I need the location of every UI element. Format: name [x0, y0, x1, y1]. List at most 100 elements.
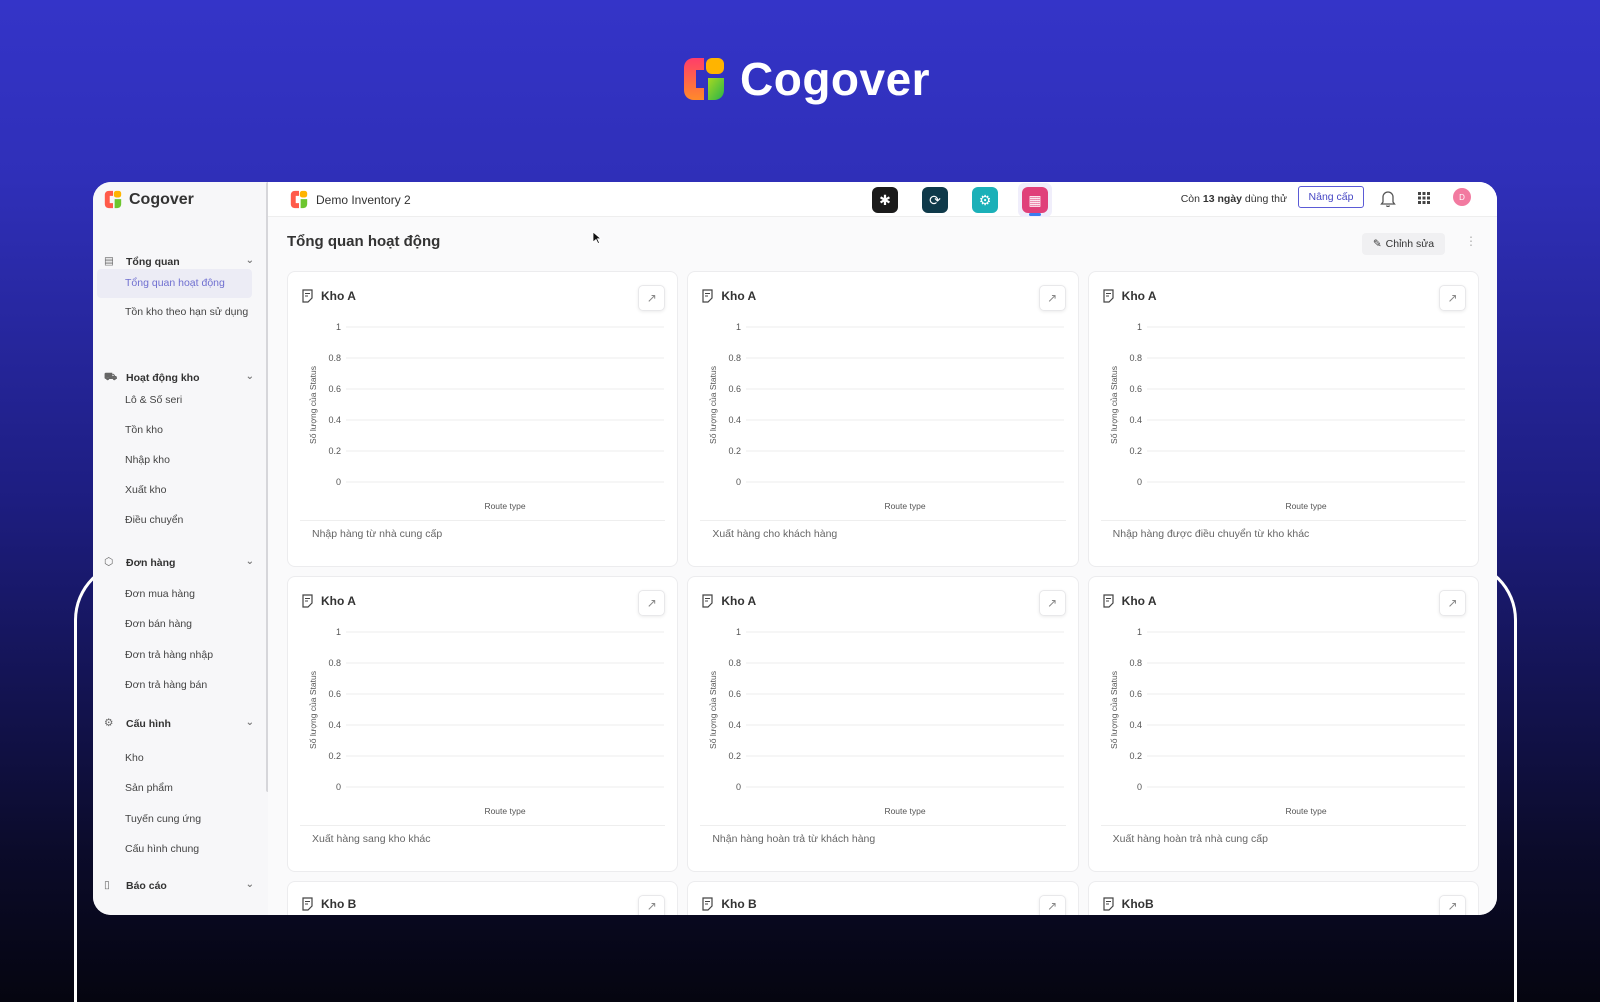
sidebar-item[interactable]: Đơn trả hàng bán	[125, 679, 208, 691]
sidebar-group-label: Báo cáo	[126, 880, 167, 892]
sidebar-item[interactable]: Lô & Số seri	[125, 394, 183, 406]
card-footer: Xuất hàng cho khách hàng	[712, 528, 838, 540]
inventory-app-icon[interactable]: ▦	[1022, 187, 1048, 213]
sidebar-item[interactable]: Xuất kho	[125, 484, 167, 496]
bell-icon[interactable]	[1380, 189, 1396, 207]
y-tick-label: 1	[736, 322, 741, 332]
y-tick-label: 0.6	[1129, 384, 1142, 394]
people-app-icon[interactable]: ✱	[872, 187, 898, 213]
sidebar-item[interactable]: Tồn kho	[125, 424, 163, 436]
note-icon	[302, 289, 313, 303]
sidebar-item[interactable]: Tồn kho theo hạn sử dụng	[125, 306, 249, 318]
sidebar-item[interactable]: Tổng quan hoạt động	[97, 269, 252, 298]
upgrade-button[interactable]: Nâng cấp	[1298, 186, 1364, 208]
avatar[interactable]: D	[1453, 188, 1471, 206]
expand-arrow-icon[interactable]: ↗	[1038, 590, 1066, 616]
more-options-icon[interactable]: ⋮	[1465, 234, 1477, 248]
sidebar-group-label: Cấu hình	[126, 718, 171, 730]
settings-app-icon[interactable]: ⚙	[972, 187, 998, 213]
topbar: Demo Inventory 2 ✱ ⟳ ⚙ ▦ Còn 13 ngày dùng t…	[268, 182, 1497, 217]
bar-chart: 0 0.2 0.4 0.6 0.8 1 Số lượng của Status Route t…	[708, 627, 1065, 816]
sidebar-group-1[interactable]: ⛟ Hoạt động kho ⌄	[104, 367, 254, 389]
expand-arrow-icon[interactable]: ↗	[1439, 285, 1466, 311]
chart-card: Kho A ↗ Nhập hàng từ nhà cung cấp 0 0.2 0.4 0.…	[287, 271, 679, 567]
card-header: Kho A	[1102, 594, 1157, 608]
y-tick-label: 0	[336, 782, 341, 792]
card-title: Kho B	[721, 897, 757, 911]
project-switcher[interactable]: Demo Inventory 2	[290, 190, 411, 209]
project-name: Demo Inventory 2	[316, 192, 411, 207]
card-header: Kho B	[301, 897, 356, 911]
chevron-down-icon[interactable]: ⌄	[245, 255, 254, 266]
card-title: Kho B	[321, 897, 357, 911]
card-divider	[300, 825, 666, 826]
report-icon: ▤	[104, 255, 114, 267]
card-header: Kho A	[701, 594, 756, 608]
chart-card: Kho A ↗ Nhập hàng được điều chuyển từ kho …	[1087, 271, 1479, 567]
y-tick-label: 0.6	[328, 384, 341, 394]
note-icon	[302, 594, 313, 608]
expand-arrow-icon[interactable]: ↗	[1439, 590, 1466, 616]
sidebar-group-4[interactable]: ▯ Báo cáo ⌄	[104, 875, 254, 897]
sidebar-item[interactable]: Đơn trả hàng nhập	[125, 649, 214, 661]
sidebar-item[interactable]: Đơn mua hàng	[125, 588, 195, 600]
y-tick-label: 0.2	[328, 446, 341, 456]
y-tick-label: 0.8	[1129, 658, 1142, 668]
sidebar-group-3[interactable]: ⚙ Cấu hình ⌄	[104, 713, 254, 735]
chevron-down-icon[interactable]: ⌄	[245, 879, 254, 890]
y-axis-label: Số lượng của Status	[308, 671, 318, 749]
sidebar-logo[interactable]: Cogover	[104, 190, 194, 209]
y-tick-label: 0.4	[1129, 720, 1142, 730]
sidebar-item[interactable]: Cấu hình chung	[125, 843, 200, 855]
app-window: Cogover ▤ Tổng quan ⌄ Tổng quan hoạt động Tồ…	[93, 182, 1497, 915]
expand-arrow-icon[interactable]: ↗	[638, 895, 666, 915]
expand-arrow-icon[interactable]: ↗	[1038, 895, 1066, 915]
y-tick-label: 0.2	[1129, 751, 1142, 761]
chart-card: Kho A ↗ Xuất hàng sang kho khác 0 0.2 0.4 0.6 0…	[287, 576, 679, 872]
y-tick-label: 0.6	[328, 689, 341, 699]
sidebar: Cogover ▤ Tổng quan ⌄ Tổng quan hoạt động Tồ…	[93, 182, 270, 915]
sidebar-group-label: Tổng quan	[126, 256, 180, 268]
sidebar-group-0[interactable]: ▤ Tổng quan ⌄	[104, 251, 254, 273]
expand-arrow-icon[interactable]: ↗	[638, 590, 666, 616]
chart-card: Kho A ↗ Xuất hàng cho khách hàng 0 0.2 0.4 0.6…	[687, 271, 1079, 567]
link-app-icon[interactable]: ⟳	[922, 187, 948, 213]
dashboard-grid: Kho A ↗ Nhập hàng từ nhà cung cấp 0 0.2 0.4 0.…	[287, 271, 1479, 915]
chevron-down-icon[interactable]: ⌄	[245, 556, 254, 567]
x-axis-label: Route type	[885, 806, 926, 816]
y-tick-label: 0.6	[729, 689, 742, 699]
pencil-icon: ✎	[1372, 238, 1382, 250]
trial-notice: Còn 13 ngày dùng thử	[1181, 193, 1287, 205]
gear-icon: ⚙	[104, 717, 114, 729]
chevron-down-icon[interactable]: ⌄	[245, 371, 254, 382]
y-tick-label: 0	[736, 477, 741, 487]
sidebar-item[interactable]: Nhập kho	[125, 454, 170, 466]
y-tick-label: 0.2	[328, 751, 341, 761]
y-tick-label: 0	[736, 782, 741, 792]
sidebar-item[interactable]: Kho	[125, 752, 144, 764]
sidebar-item[interactable]: Sản phẩm	[125, 782, 173, 794]
y-tick-label: 0.8	[729, 353, 742, 363]
y-tick-label: 0.8	[1129, 353, 1142, 363]
truck-icon: ⛟	[104, 371, 118, 383]
expand-arrow-icon[interactable]: ↗	[1038, 285, 1066, 311]
sidebar-group-2[interactable]: ⬡ Đơn hàng ⌄	[104, 552, 254, 574]
apps-grid-icon[interactable]	[1418, 192, 1430, 204]
y-axis-label: Số lượng của Status	[1109, 671, 1119, 749]
sidebar-item[interactable]: Tuyến cung ứng	[125, 813, 202, 825]
chevron-down-icon[interactable]: ⌄	[245, 717, 254, 728]
expand-arrow-icon[interactable]: ↗	[638, 285, 666, 311]
sidebar-item[interactable]: Điều chuyển	[125, 514, 184, 526]
chart-card: Kho B ↗	[687, 881, 1079, 915]
brand-header: Cogover	[682, 52, 930, 106]
sidebar-item[interactable]: Đơn bán hàng	[125, 618, 193, 630]
edit-button[interactable]: ✎ Chỉnh sửa	[1362, 233, 1445, 255]
note-icon	[1103, 594, 1114, 608]
card-header: Kho A	[301, 594, 356, 608]
expand-arrow-icon[interactable]: ↗	[1439, 895, 1466, 915]
bar-chart: 0 0.2 0.4 0.6 0.8 1 Số lượng của Status Route t…	[708, 322, 1065, 511]
card-divider	[700, 520, 1066, 521]
note-icon	[702, 289, 713, 303]
main-area: Demo Inventory 2 ✱ ⟳ ⚙ ▦ Còn 13 ngày dùng t…	[268, 182, 1497, 915]
y-tick-label: 0.4	[729, 415, 742, 425]
